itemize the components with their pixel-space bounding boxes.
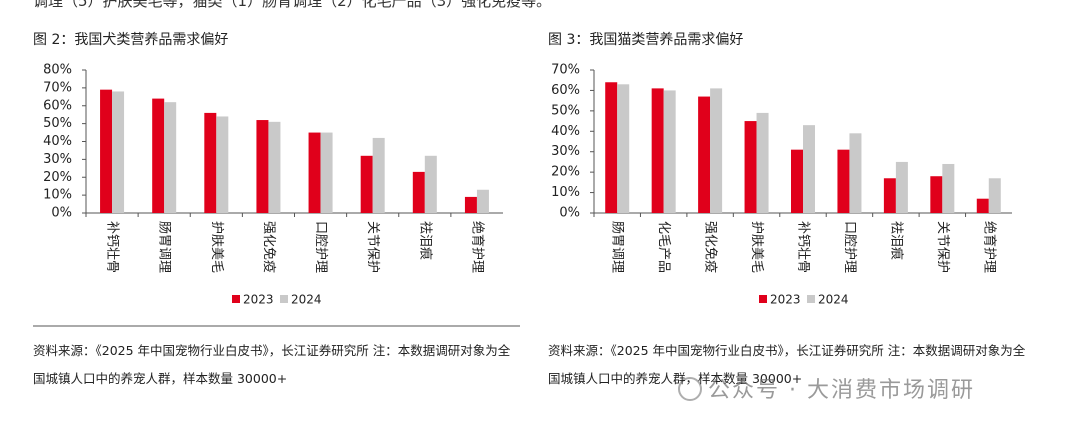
header-text: 调理（5）护肤美毛等，猫类（1）肠胃调理（2）化毛产品（3）强化免疫等。 xyxy=(33,0,552,10)
bar xyxy=(698,96,711,213)
legend-swatch xyxy=(280,295,288,303)
bar xyxy=(308,132,321,213)
y-tick-label: 10% xyxy=(551,185,580,200)
bar xyxy=(372,137,385,213)
bar xyxy=(320,132,333,213)
watermark: 公众号 · 大消费市场调研 xyxy=(708,378,975,403)
y-tick-label: 50% xyxy=(551,103,580,118)
bar xyxy=(976,198,989,213)
x-tick-label: 护肤美毛 xyxy=(749,221,764,273)
y-tick-label: 0% xyxy=(51,206,72,221)
legend-swatch xyxy=(759,295,767,303)
bar xyxy=(744,121,757,213)
bar xyxy=(216,116,229,213)
bar xyxy=(112,91,125,213)
bar xyxy=(803,125,815,213)
legend-label: 2024 xyxy=(818,293,849,307)
bar xyxy=(204,112,217,213)
x-tick-label: 祛泪痕 xyxy=(888,221,904,260)
bar xyxy=(100,89,113,213)
y-tick-label: 10% xyxy=(43,188,72,203)
legend-label: 2024 xyxy=(291,293,322,307)
bar xyxy=(268,121,281,213)
x-tick-label: 绝育护理 xyxy=(981,221,997,273)
x-tick-label: 祛泪痕 xyxy=(417,221,433,260)
legend-label: 2023 xyxy=(243,293,274,307)
bar xyxy=(895,161,908,213)
x-tick-label: 补钙壮骨 xyxy=(796,221,811,273)
watermark-icon xyxy=(678,377,702,401)
bar xyxy=(360,155,373,213)
chart-title: 图 2：我国犬类营养品需求偏好 xyxy=(33,32,229,48)
bar xyxy=(791,149,803,213)
bar xyxy=(710,88,723,213)
x-tick-label: 肠胃调理 xyxy=(610,221,625,273)
bar xyxy=(617,84,630,213)
bar xyxy=(663,90,676,213)
x-tick-label: 强化免疫 xyxy=(703,221,719,273)
y-tick-label: 20% xyxy=(551,165,580,180)
chart-title: 图 3：我国猫类营养品需求偏好 xyxy=(548,32,744,48)
y-tick-label: 60% xyxy=(43,98,72,113)
bar xyxy=(930,176,943,213)
y-tick-label: 70% xyxy=(551,63,580,78)
y-tick-label: 60% xyxy=(551,83,580,98)
bar xyxy=(152,98,165,213)
legend-swatch xyxy=(232,295,240,303)
y-tick-label: 50% xyxy=(43,116,72,131)
source-note: 资料来源：《2025 年中国宠物行业白皮书》，长江证券研究所 注：本数据调研对象… xyxy=(548,343,1026,386)
x-tick-label: 护肤美毛 xyxy=(209,221,224,273)
y-tick-label: 40% xyxy=(551,124,580,139)
bar xyxy=(651,88,664,213)
bar xyxy=(883,178,896,213)
x-tick-label: 口腔护理 xyxy=(842,221,857,273)
y-tick-label: 30% xyxy=(43,152,72,167)
bar xyxy=(837,149,850,213)
y-tick-label: 20% xyxy=(43,170,72,185)
y-tick-label: 40% xyxy=(43,134,72,149)
x-tick-label: 强化免疫 xyxy=(261,221,277,273)
bar xyxy=(849,133,862,213)
bar xyxy=(988,178,1001,213)
x-tick-label: 绝育护理 xyxy=(469,221,485,273)
y-tick-label: 30% xyxy=(551,144,580,159)
legend-label: 2023 xyxy=(770,293,801,307)
x-tick-label: 肠胃调理 xyxy=(157,221,172,273)
x-tick-label: 补钙壮骨 xyxy=(105,221,120,273)
x-tick-label: 化毛产品 xyxy=(656,221,671,273)
y-tick-label: 0% xyxy=(559,206,580,221)
bar xyxy=(412,171,425,213)
bar xyxy=(256,120,269,213)
legend-swatch xyxy=(807,295,815,303)
y-tick-label: 70% xyxy=(43,80,72,95)
bar xyxy=(464,196,477,213)
source-note: 资料来源：《2025 年中国宠物行业白皮书》，长江证券研究所 注：本数据调研对象… xyxy=(33,343,511,386)
bar xyxy=(756,112,769,213)
bar xyxy=(476,189,489,213)
x-tick-label: 关节保护 xyxy=(935,221,950,273)
bar xyxy=(164,102,177,213)
x-tick-label: 口腔护理 xyxy=(313,221,328,273)
bar xyxy=(605,82,618,213)
bar xyxy=(942,163,955,213)
x-tick-label: 关节保护 xyxy=(365,221,380,273)
bar xyxy=(424,155,437,213)
y-tick-label: 80% xyxy=(43,63,72,78)
